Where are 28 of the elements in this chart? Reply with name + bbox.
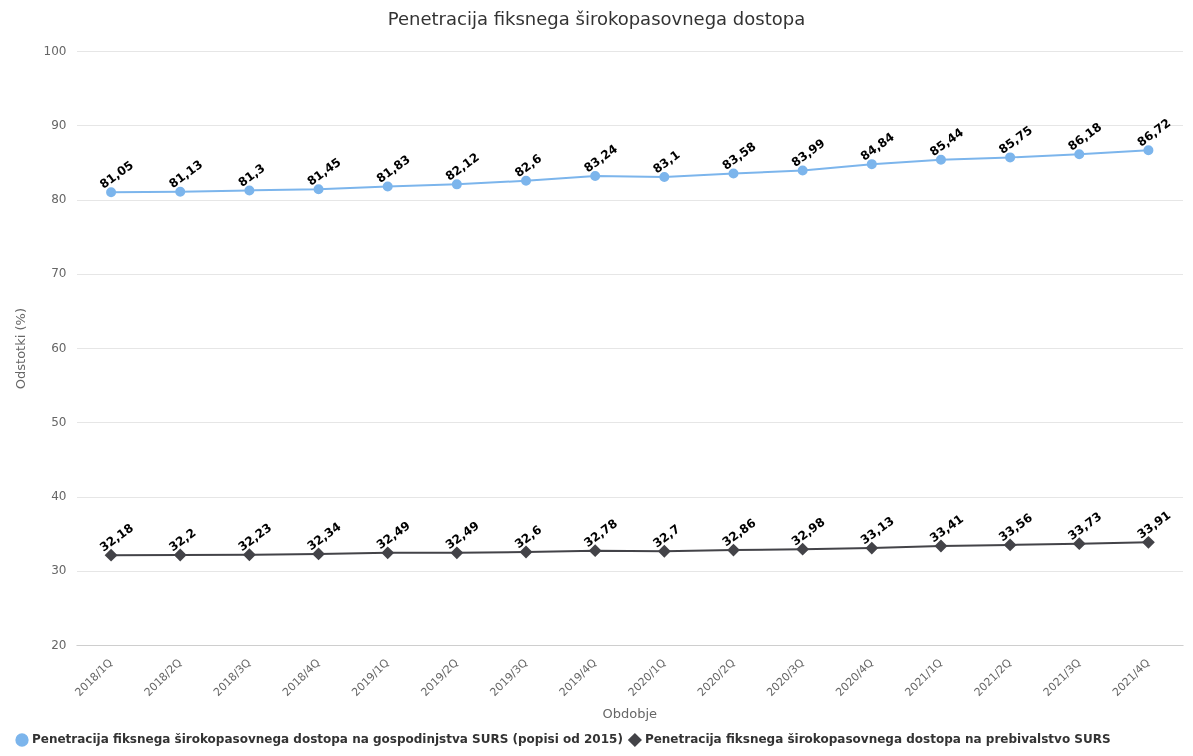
legend-label: Penetracija fiksnega širokopasovnega dostopa na gospodinjstva SURS (popisi od 2015)	[32, 732, 623, 747]
point	[659, 172, 670, 183]
y-tick-label: 20	[51, 637, 67, 652]
point	[451, 179, 462, 190]
point	[313, 184, 324, 195]
y-tick-label: 90	[51, 117, 67, 132]
point	[175, 186, 186, 197]
point	[106, 187, 117, 198]
y-tick-label: 80	[51, 192, 67, 207]
y-tick-label: 70	[51, 266, 67, 281]
point	[797, 165, 808, 176]
point	[244, 185, 255, 196]
point	[728, 168, 739, 179]
y-axis-title: Odstotki (%)	[13, 308, 29, 390]
point	[590, 171, 601, 182]
chart-title: Penetracija fiksnega širokopasovnega dostopa	[387, 8, 806, 30]
point	[382, 181, 393, 192]
point	[1074, 149, 1085, 160]
y-tick-label: 40	[51, 489, 67, 504]
point	[1143, 145, 1154, 156]
point	[1005, 152, 1016, 163]
legend-label: Penetracija fiksnega širokopasovnega dostopa na prebivalstvo SURS	[644, 732, 1111, 747]
point	[866, 159, 877, 170]
y-tick-label: 50	[51, 414, 67, 429]
y-tick-label: 100	[43, 43, 67, 58]
y-tick-label: 30	[51, 563, 67, 578]
x-axis-title: Obdobje	[602, 705, 658, 721]
y-tick-label: 60	[51, 340, 67, 355]
